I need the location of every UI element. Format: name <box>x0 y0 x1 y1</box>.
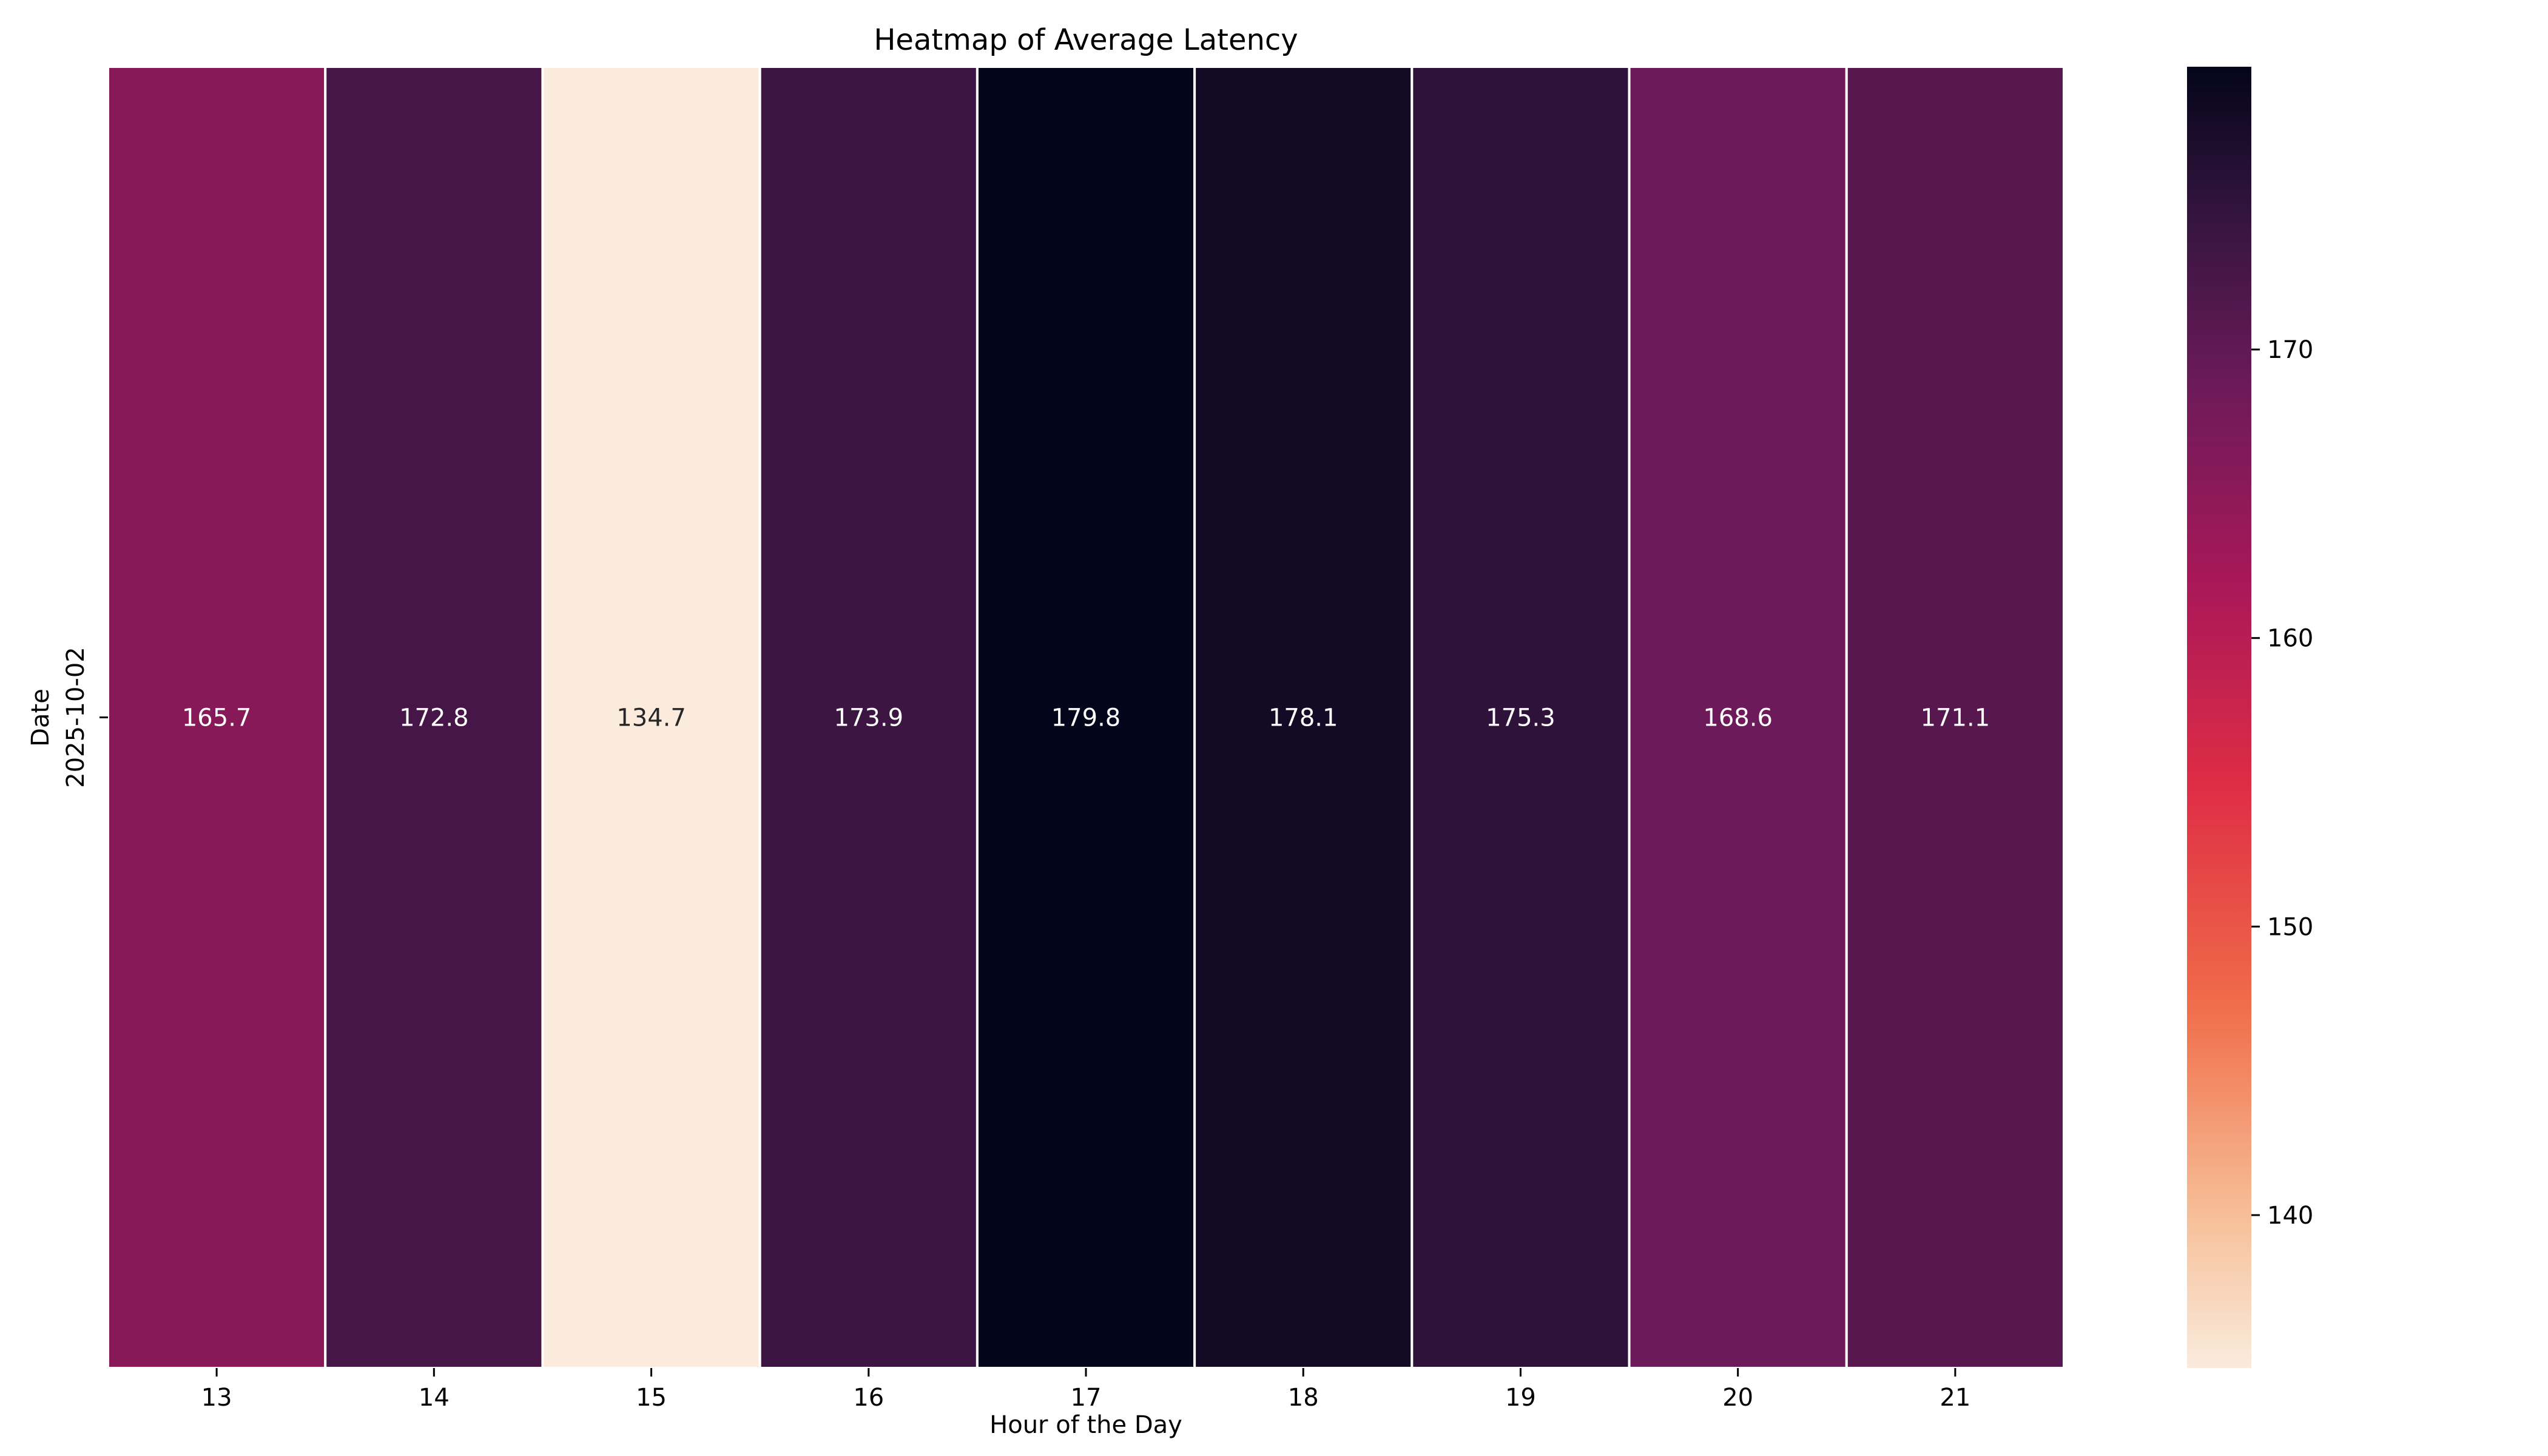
heatmap-cell <box>1410 66 1631 1369</box>
cell-value-label: 179.8 <box>1051 704 1121 732</box>
colorbar-tick-label: 150 <box>2267 913 2313 941</box>
colorbar-tick-label: 160 <box>2267 625 2313 653</box>
heatmap-cell <box>541 66 761 1369</box>
cell-value-label: 171.1 <box>1921 704 1990 732</box>
x-axis-label: Hour of the Day <box>989 1411 1182 1439</box>
colorbar-ticks: 140 150 160 170 <box>2251 336 2313 1230</box>
chart-title: Heatmap of Average Latency <box>874 23 1298 57</box>
x-tick-label: 14 <box>419 1384 450 1412</box>
y-axis-ticks: 2025-10-02 <box>62 647 108 788</box>
x-tick-label: 18 <box>1288 1384 1319 1412</box>
x-tick-label: 15 <box>636 1384 667 1412</box>
x-tick-label: 13 <box>201 1384 232 1412</box>
x-axis-ticks: 13 14 15 16 17 18 19 20 21 <box>201 1368 1970 1412</box>
heatmap-cell <box>1628 66 1848 1369</box>
heatmap-cell <box>324 66 544 1369</box>
cell-value-label: 168.6 <box>1703 704 1773 732</box>
x-tick-label: 19 <box>1505 1384 1536 1412</box>
y-tick-label: 2025-10-02 <box>62 647 90 787</box>
cell-value-label: 165.7 <box>182 704 252 732</box>
colorbar-tick-label: 170 <box>2267 336 2313 364</box>
cell-value-label: 134.7 <box>616 704 686 732</box>
y-axis-label: Date <box>27 689 55 747</box>
heatmap-cell <box>758 66 979 1369</box>
colorbar-tick-label: 140 <box>2267 1202 2313 1230</box>
cell-value-label: 173.9 <box>834 704 904 732</box>
heatmap-cell <box>107 66 327 1369</box>
x-tick-label: 17 <box>1071 1384 1102 1412</box>
heatmap-cell <box>976 66 1196 1369</box>
cell-value-label: 172.8 <box>399 704 469 732</box>
x-tick-label: 20 <box>1722 1384 1753 1412</box>
colorbar <box>2187 67 2251 1368</box>
x-tick-label: 16 <box>853 1384 884 1412</box>
x-tick-label: 21 <box>1940 1384 1970 1412</box>
heatmap-cells: 165.7 172.8 134.7 173.9 179.8 178.1 175.3 168.6… <box>107 66 2066 1369</box>
cell-value-label: 178.1 <box>1269 704 1338 732</box>
heatmap-cell <box>1193 66 1414 1369</box>
cell-value-label: 175.3 <box>1486 704 1555 732</box>
